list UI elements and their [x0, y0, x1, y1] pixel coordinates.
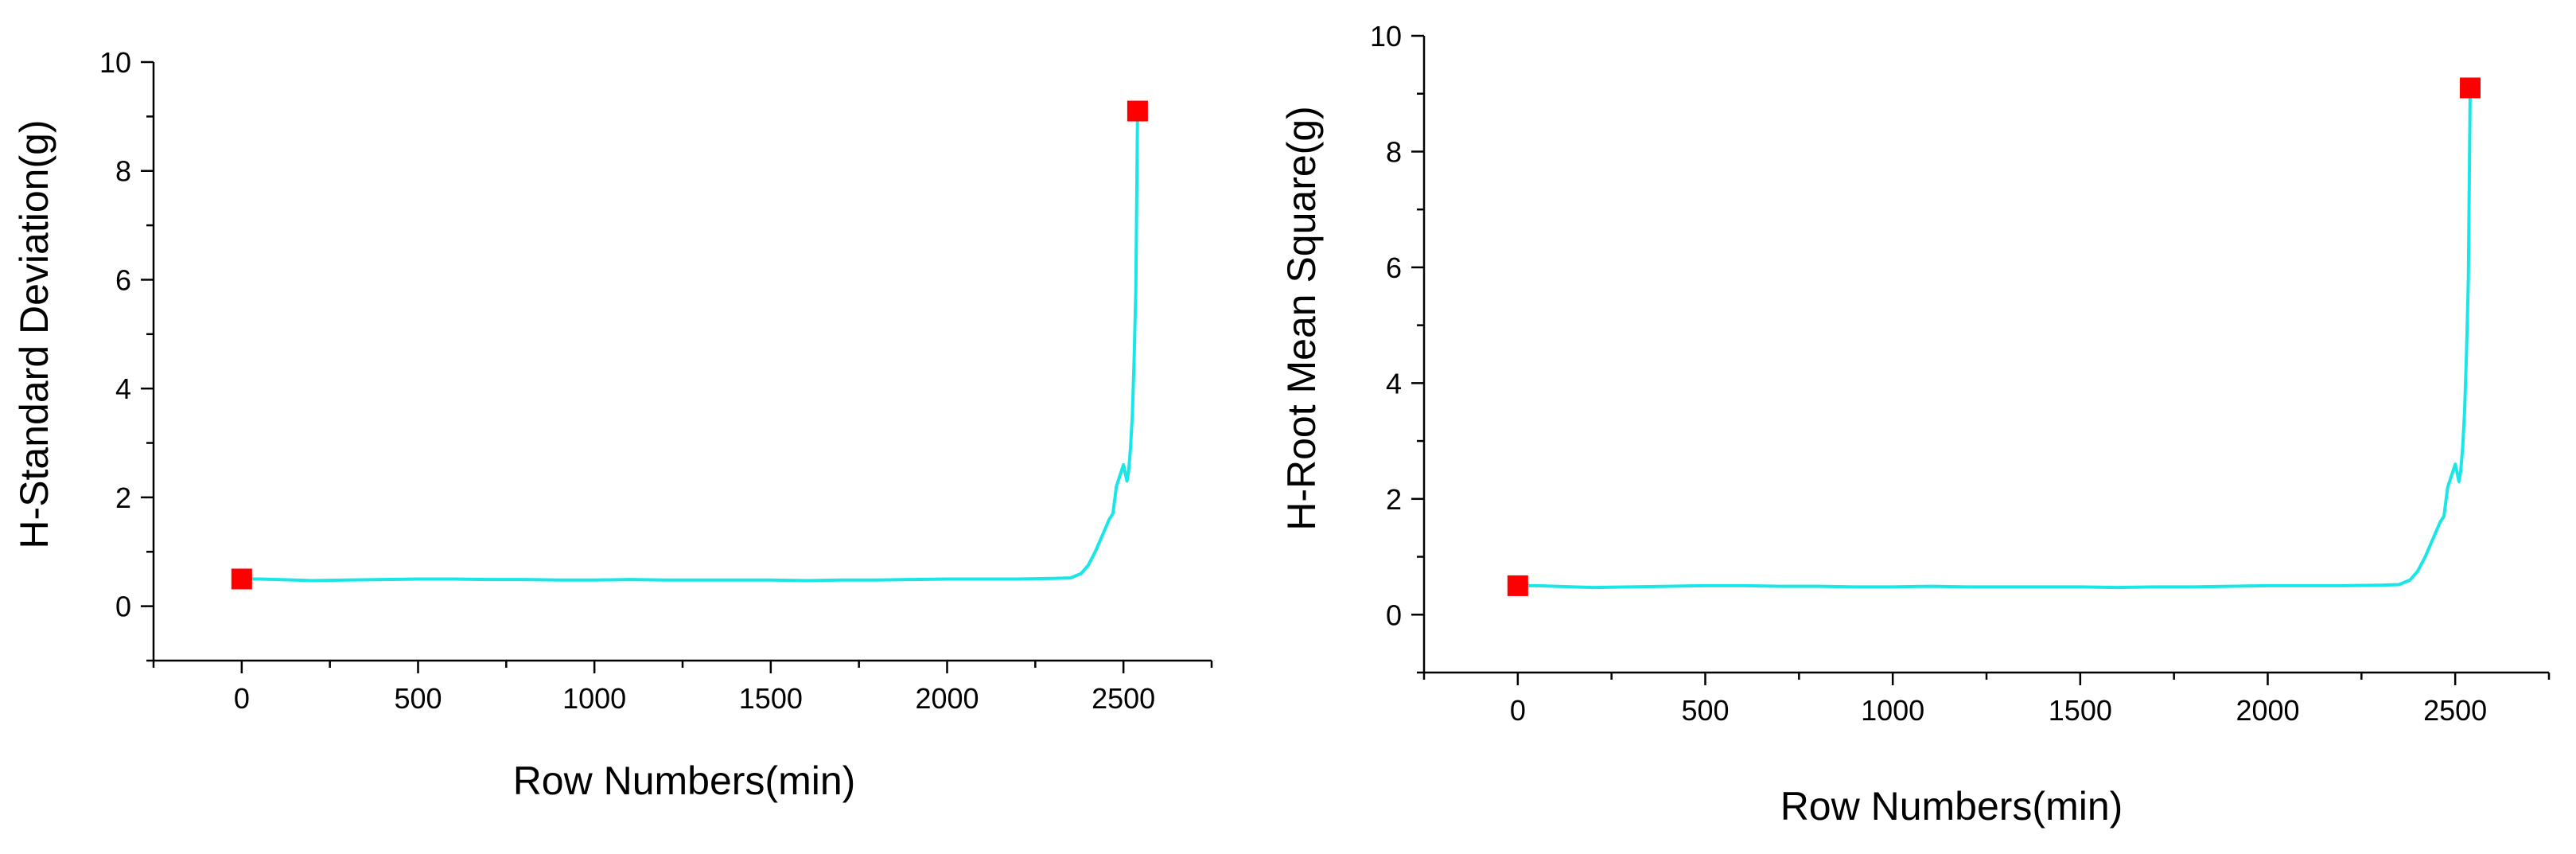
y-tick-label: 4	[1386, 367, 1402, 400]
x-tick-label: 2500	[2423, 694, 2487, 727]
x-axis-label: Row Numbers(min)	[1780, 784, 2123, 829]
y-tick-label: 10	[99, 46, 131, 79]
chart-standard-deviation: H-Standard Deviation(g) Row Numbers(min)…	[12, 46, 1213, 803]
x-tick-label: 500	[1681, 694, 1729, 727]
x-tick-label: 1000	[562, 682, 626, 715]
x-axis-label: Row Numbers(min)	[513, 758, 856, 803]
y-tick-label: 10	[1370, 20, 1402, 53]
x-tick-label: 1500	[2049, 694, 2112, 727]
x-tick-label: 2000	[915, 682, 979, 715]
y-axis-label: H-Root Mean Square(g)	[1279, 106, 1324, 531]
chart-root-mean-square: H-Root Mean Square(g) Row Numbers(min) 0…	[1279, 20, 2551, 829]
data-point-marker	[2460, 77, 2481, 99]
data-point-marker	[231, 568, 252, 590]
x-tick-label: 1000	[1861, 694, 1924, 727]
y-axis-label: H-Standard Deviation(g)	[12, 119, 56, 548]
x-tick-label: 1500	[739, 682, 803, 715]
y-tick-label: 2	[1386, 483, 1402, 516]
y-tick-label: 6	[1386, 252, 1402, 284]
y-tick-label: 4	[115, 372, 131, 405]
y-tick-label: 6	[115, 263, 131, 296]
x-tick-label: 0	[1510, 694, 1526, 727]
x-tick-label: 2000	[2236, 694, 2299, 727]
y-tick-label: 8	[1386, 135, 1402, 168]
x-tick-label: 0	[234, 682, 250, 715]
data-point-marker	[1127, 100, 1148, 122]
series-line	[241, 111, 1139, 583]
y-tick-label: 0	[1386, 599, 1402, 631]
y-tick-label: 0	[115, 591, 131, 623]
data-point-marker	[1507, 575, 1528, 596]
x-tick-label: 500	[394, 682, 442, 715]
series-line	[1517, 88, 2472, 590]
y-tick-label: 8	[115, 155, 131, 188]
y-tick-label: 2	[115, 482, 131, 514]
x-tick-label: 2500	[1091, 682, 1155, 715]
